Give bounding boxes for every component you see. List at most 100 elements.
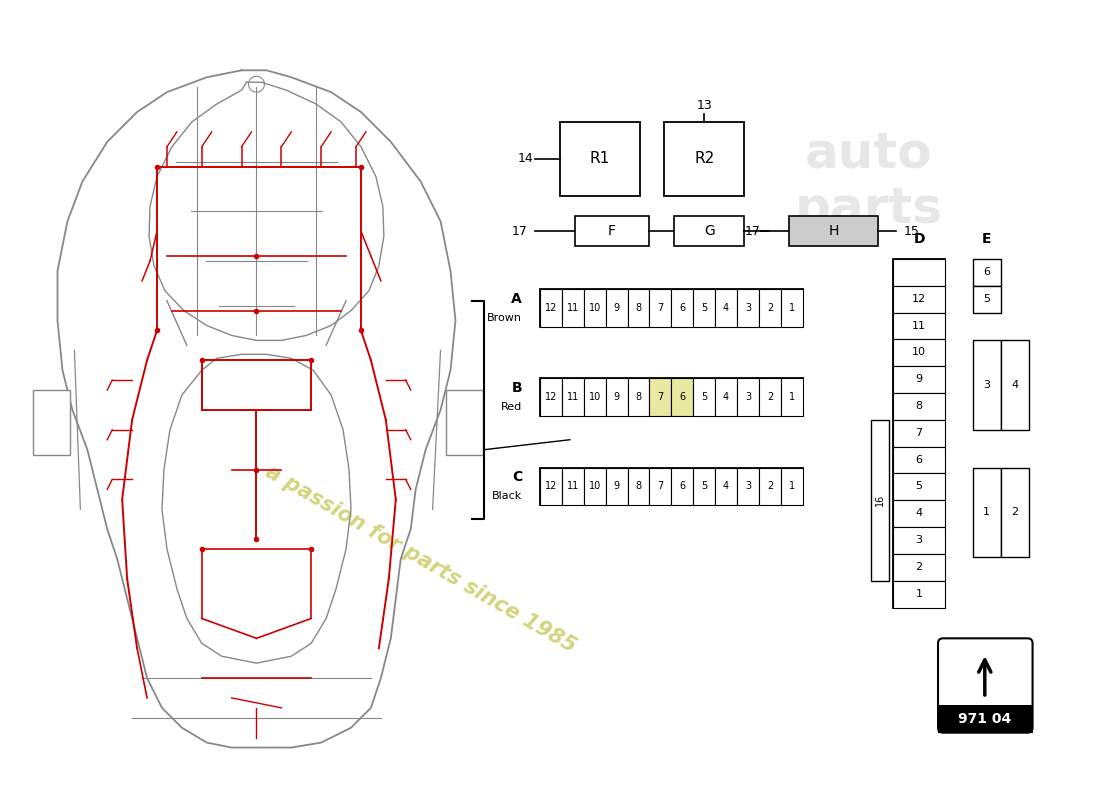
- Bar: [671, 289, 693, 326]
- Bar: [893, 581, 945, 607]
- Text: 7: 7: [658, 482, 663, 491]
- Bar: [628, 378, 649, 416]
- Text: 1: 1: [789, 302, 795, 313]
- Bar: [715, 467, 737, 506]
- Text: B: B: [512, 381, 522, 395]
- Text: 17: 17: [512, 225, 527, 238]
- Text: 1: 1: [789, 482, 795, 491]
- Bar: [540, 378, 803, 416]
- Bar: [893, 313, 945, 339]
- Text: 4: 4: [723, 482, 729, 491]
- Text: 9: 9: [614, 392, 619, 402]
- Text: Red: Red: [500, 402, 522, 412]
- Bar: [584, 467, 606, 506]
- Bar: [540, 467, 803, 506]
- Bar: [649, 378, 671, 416]
- Text: 6: 6: [983, 267, 990, 277]
- Bar: [893, 339, 945, 366]
- Text: R1: R1: [590, 151, 609, 166]
- Bar: [628, 467, 649, 506]
- Bar: [674, 216, 744, 246]
- Text: 9: 9: [915, 374, 923, 384]
- FancyBboxPatch shape: [938, 638, 1033, 733]
- Bar: [715, 378, 737, 416]
- Text: 8: 8: [915, 401, 923, 411]
- Bar: [781, 467, 803, 506]
- Text: 5: 5: [915, 482, 923, 491]
- Text: 7: 7: [915, 428, 923, 438]
- Bar: [562, 289, 584, 326]
- Text: 5: 5: [701, 392, 707, 402]
- Bar: [893, 446, 945, 474]
- Bar: [938, 705, 1033, 733]
- Bar: [33, 390, 70, 454]
- Text: 9: 9: [614, 302, 619, 313]
- Bar: [446, 390, 483, 454]
- Text: 5: 5: [701, 302, 707, 313]
- Text: 3: 3: [745, 482, 751, 491]
- Bar: [671, 378, 693, 416]
- Bar: [972, 286, 1001, 313]
- Bar: [693, 467, 715, 506]
- Bar: [649, 289, 671, 326]
- Bar: [715, 289, 737, 326]
- Text: 4: 4: [723, 392, 729, 402]
- Text: 8: 8: [636, 392, 641, 402]
- Bar: [540, 289, 562, 326]
- Text: 1: 1: [983, 507, 990, 518]
- Text: 15: 15: [903, 225, 920, 238]
- Text: 9: 9: [614, 482, 619, 491]
- Bar: [893, 554, 945, 581]
- Bar: [972, 259, 1001, 286]
- Text: 1: 1: [915, 589, 923, 598]
- Text: auto
parts: auto parts: [794, 130, 943, 234]
- Text: 1: 1: [789, 392, 795, 402]
- Text: H: H: [828, 224, 838, 238]
- Bar: [737, 289, 759, 326]
- Bar: [893, 393, 945, 420]
- Bar: [893, 474, 945, 500]
- Text: 17: 17: [745, 225, 761, 238]
- Bar: [1001, 467, 1028, 557]
- Text: G: G: [704, 224, 715, 238]
- Bar: [584, 378, 606, 416]
- Bar: [693, 289, 715, 326]
- Text: 5: 5: [701, 482, 707, 491]
- Bar: [1001, 341, 1028, 430]
- Text: 12: 12: [912, 294, 926, 304]
- Text: 10: 10: [588, 482, 601, 491]
- Bar: [671, 467, 693, 506]
- Text: 11: 11: [566, 302, 579, 313]
- Bar: [737, 378, 759, 416]
- Text: 6: 6: [915, 454, 923, 465]
- Text: 10: 10: [588, 302, 601, 313]
- Text: 12: 12: [544, 392, 558, 402]
- Text: 6: 6: [680, 302, 685, 313]
- Bar: [606, 378, 628, 416]
- Text: 13: 13: [696, 98, 712, 111]
- Bar: [560, 122, 639, 197]
- Text: 8: 8: [636, 302, 641, 313]
- Text: 6: 6: [680, 392, 685, 402]
- Text: a passion for parts since 1985: a passion for parts since 1985: [262, 462, 580, 656]
- Text: D: D: [913, 232, 925, 246]
- Bar: [575, 216, 649, 246]
- Bar: [893, 420, 945, 446]
- Bar: [972, 341, 1001, 430]
- Text: 2: 2: [767, 392, 773, 402]
- Text: 3: 3: [915, 535, 923, 545]
- Text: F: F: [607, 224, 616, 238]
- Text: 4: 4: [915, 508, 923, 518]
- Bar: [649, 467, 671, 506]
- Text: 12: 12: [544, 302, 558, 313]
- Text: C: C: [512, 470, 522, 485]
- Bar: [893, 259, 945, 607]
- Bar: [737, 467, 759, 506]
- Bar: [562, 378, 584, 416]
- Text: 2: 2: [767, 302, 773, 313]
- Text: 971 04: 971 04: [958, 712, 1011, 726]
- Bar: [584, 289, 606, 326]
- Text: 7: 7: [658, 302, 663, 313]
- Bar: [540, 289, 803, 326]
- Bar: [606, 467, 628, 506]
